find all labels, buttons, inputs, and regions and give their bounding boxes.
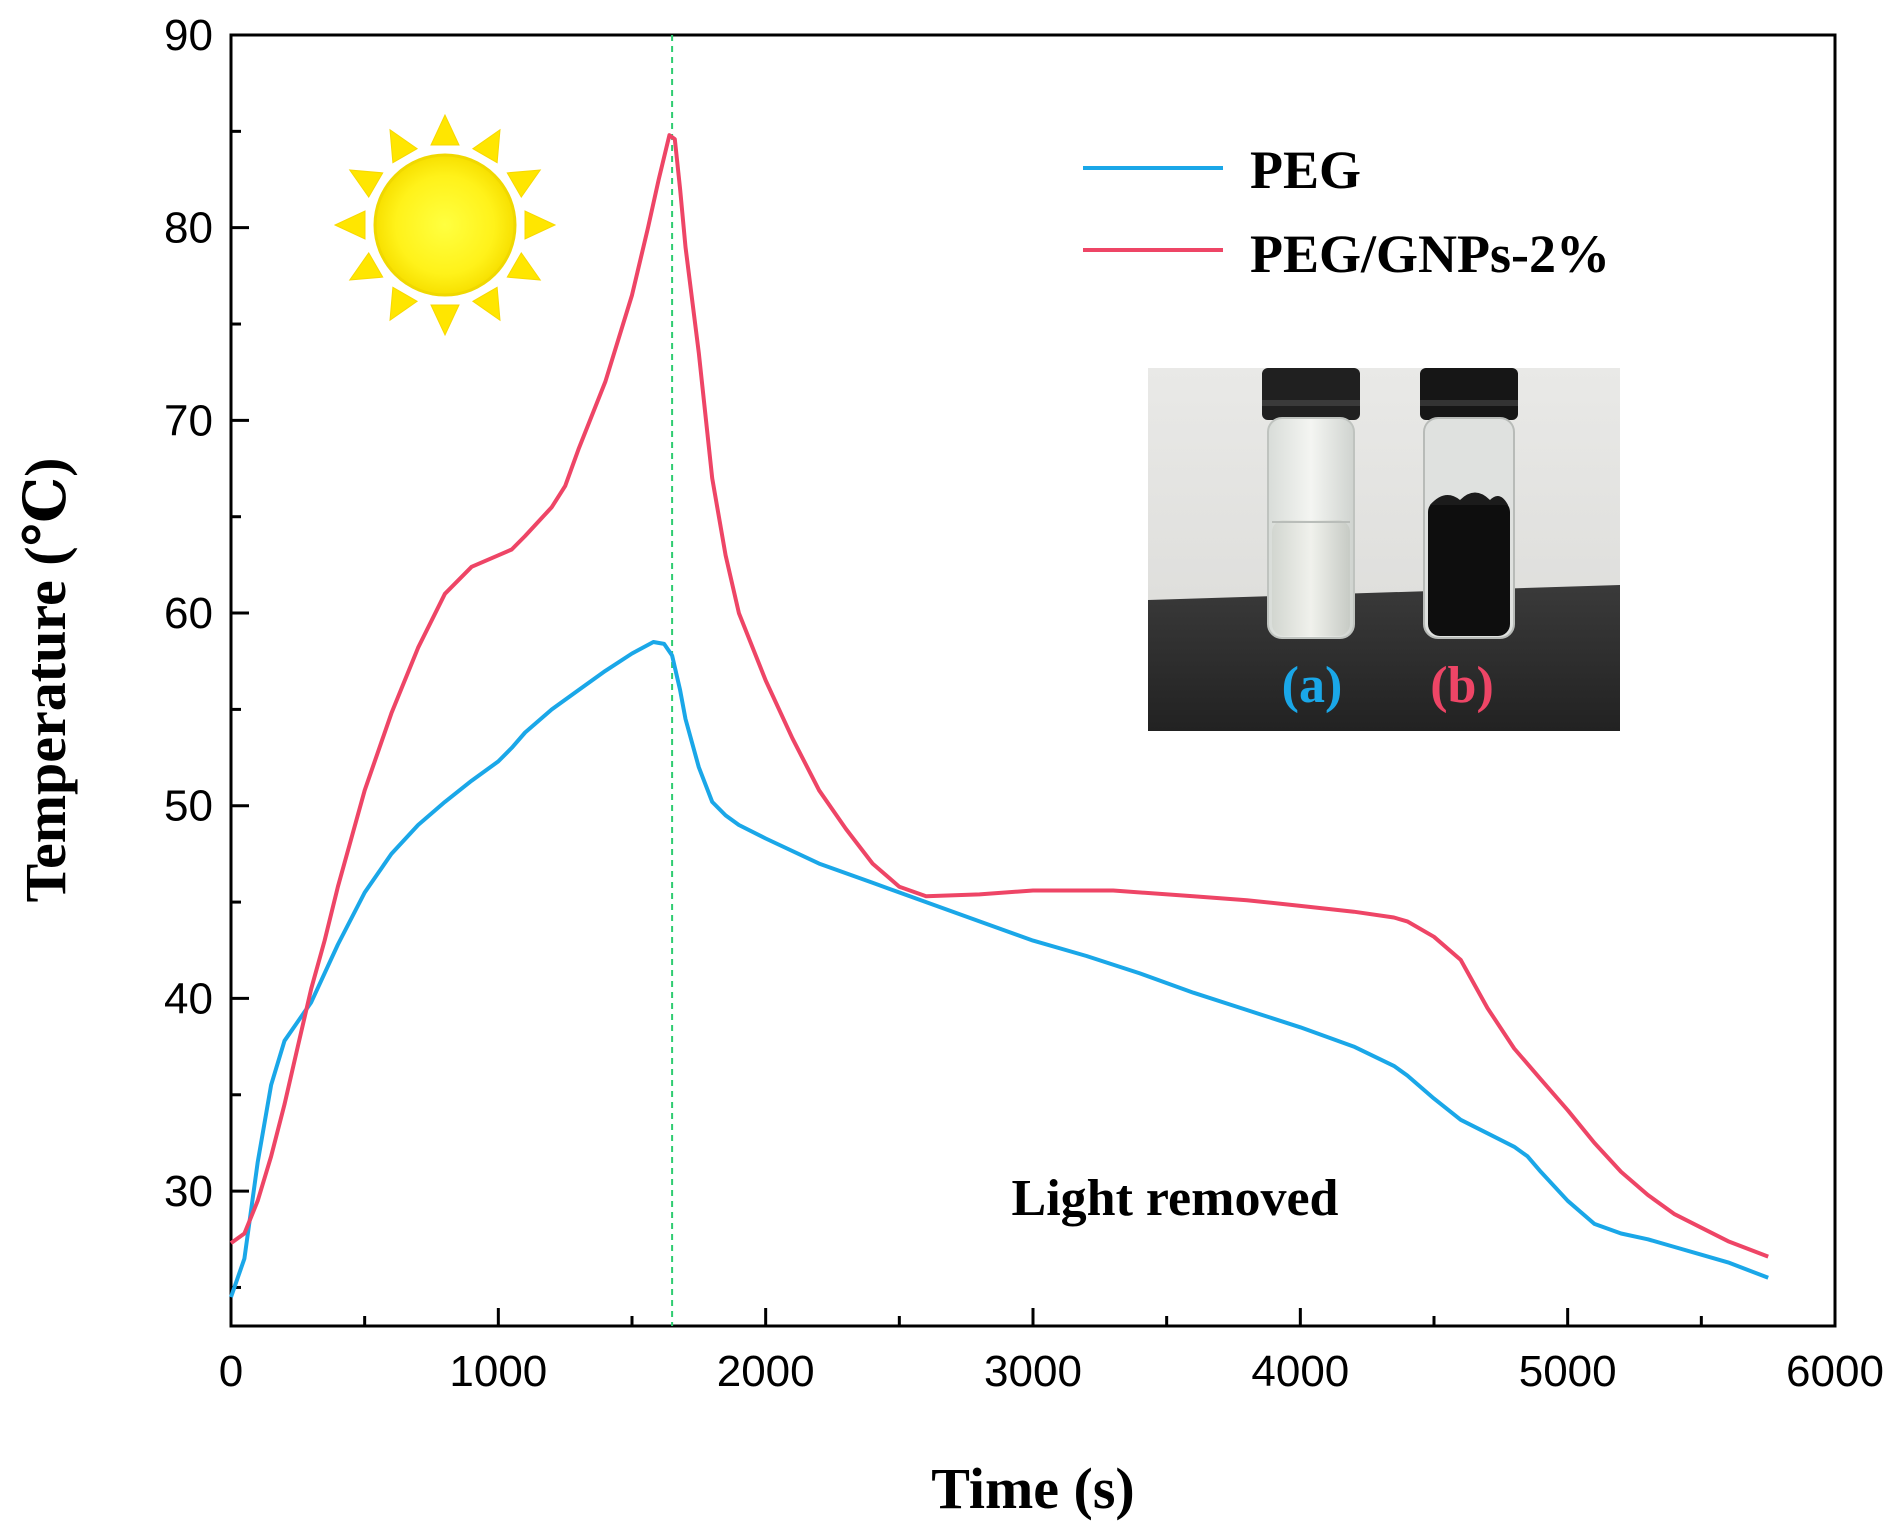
legend-label-peg-gnps: PEG/GNPs-2% bbox=[1250, 224, 1610, 284]
y-tick-label: 90 bbox=[164, 11, 213, 60]
x-tick-label: 6000 bbox=[1786, 1347, 1884, 1396]
inset-label-b: (b) bbox=[1430, 657, 1494, 714]
y-axis-title: Temperature (℃) bbox=[13, 458, 78, 903]
x-tick-label: 3000 bbox=[984, 1347, 1082, 1396]
x-tick-label: 2000 bbox=[717, 1347, 815, 1396]
inset-table bbox=[1148, 585, 1620, 731]
y-tick-label: 70 bbox=[164, 396, 213, 445]
y-tick-label: 80 bbox=[164, 204, 213, 253]
x-tick-label: 4000 bbox=[1251, 1347, 1349, 1396]
inset-photo: (a) (b) bbox=[1148, 368, 1620, 731]
inset-label-a: (a) bbox=[1282, 657, 1343, 714]
x-tick-label: 5000 bbox=[1519, 1347, 1617, 1396]
x-tick-label: 1000 bbox=[449, 1347, 547, 1396]
series-peg-gnps-line bbox=[229, 133, 1769, 1259]
series-peg-line bbox=[229, 640, 1769, 1298]
y-tick-label: 60 bbox=[164, 589, 213, 638]
jar-b bbox=[1420, 368, 1518, 639]
y-tick-label: 50 bbox=[164, 782, 213, 831]
y-tick-labels: 30 40 50 60 70 80 90 bbox=[164, 11, 213, 1216]
legend: PEG PEG/GNPs-2% bbox=[1083, 140, 1610, 284]
light-removed-annotation: Light removed bbox=[1012, 1170, 1339, 1227]
axis-ticks bbox=[229, 33, 1837, 1326]
x-tick-label: 0 bbox=[219, 1347, 243, 1396]
x-axis-title: Time (s) bbox=[931, 1456, 1135, 1521]
y-tick-label: 30 bbox=[164, 1167, 213, 1216]
y-tick-label: 40 bbox=[164, 974, 213, 1023]
x-tick-labels: 0 1000 2000 3000 4000 5000 6000 bbox=[219, 1347, 1884, 1396]
legend-label-peg: PEG bbox=[1250, 140, 1361, 200]
jar-a bbox=[1262, 368, 1360, 639]
sun-icon bbox=[333, 113, 557, 337]
